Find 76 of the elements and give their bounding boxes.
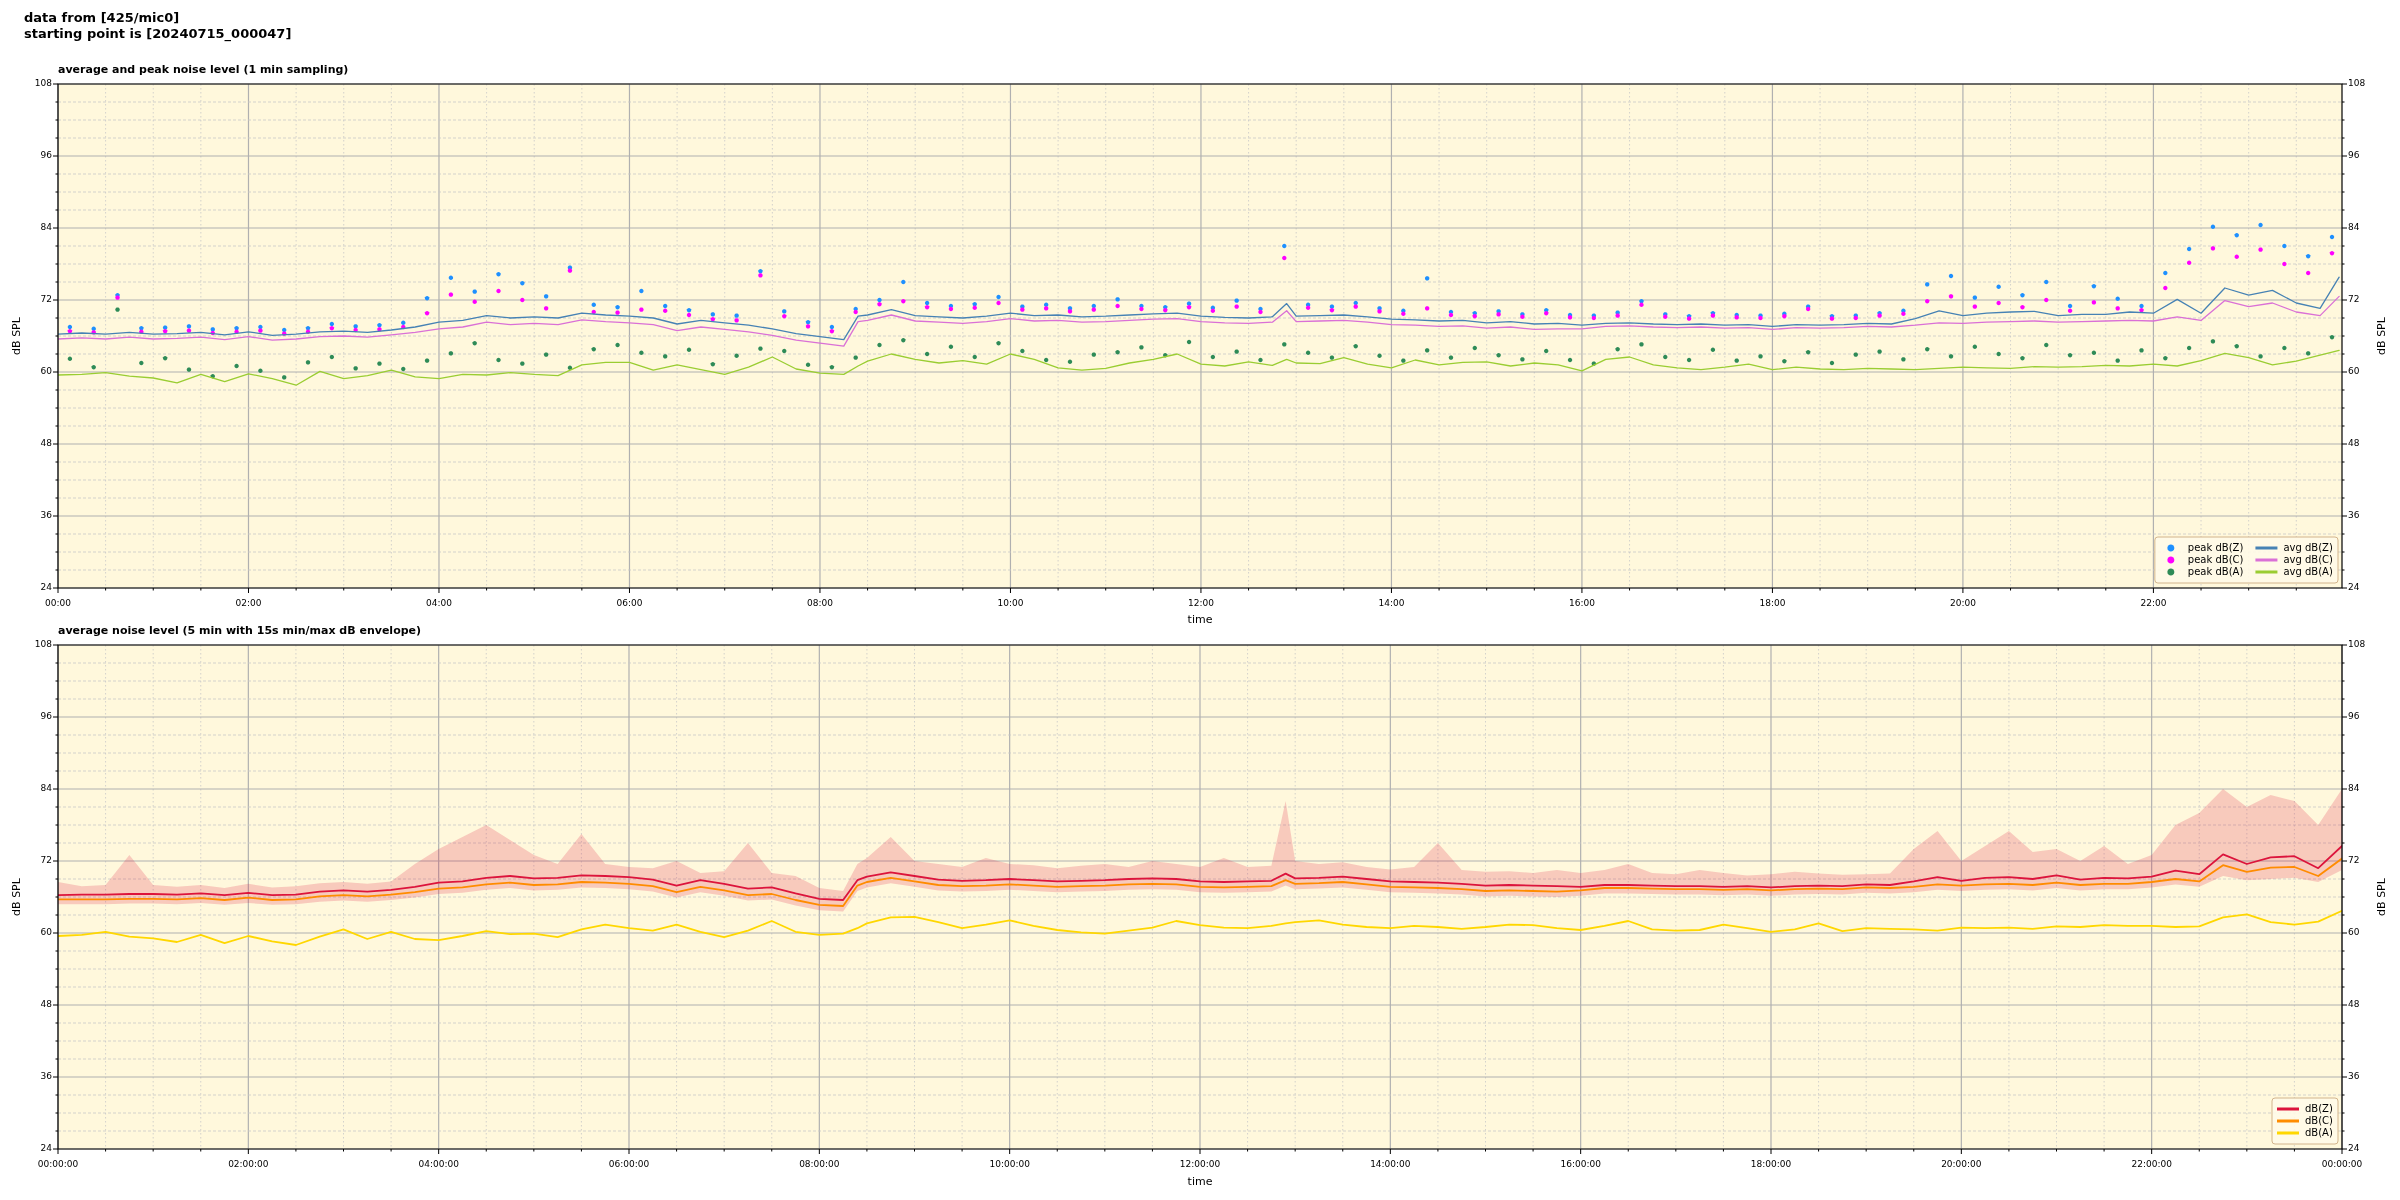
x-tick-label: 04:00:00 [418,1158,460,1169]
x-axis-title: time [1187,613,1213,627]
y-tick-label: 24 [40,1143,53,1154]
x-tick-label: 22:00 [2140,597,2167,608]
y2-tick-label: 48 [2348,999,2360,1010]
y2-tick-label: 24 [2348,582,2360,593]
x-axis-title: time [1187,1175,1213,1189]
y-tick-label: 48 [40,999,53,1010]
legend-label: peak dB(C) [2187,553,2244,565]
legend-label: peak dB(Z) [2187,541,2244,553]
y-tick-label: 72 [40,294,52,305]
x-tick-label: 20:00:00 [1941,1158,1982,1169]
x-tick-label: 18:00 [1759,597,1786,608]
x-tick-label: 00:00:00 [2321,1158,2363,1169]
y-axis-title: dB SPL [10,877,24,916]
x-tick-label: 02:00:00 [228,1158,269,1169]
legend-label: dB(C) [2305,1114,2334,1126]
text: starting point is [20240715_000047] [24,26,292,42]
x-tick-label: 14:00:00 [1370,1158,1411,1169]
x-tick-label: 00:00 [45,597,72,608]
y2-tick-label: 60 [2348,927,2360,938]
legend-label: peak dB(A) [2187,565,2244,577]
legend-label: avg dB(Z) [2283,541,2333,553]
y-tick-label: 108 [34,78,53,89]
y2-axis-title: dB SPL [2375,316,2389,355]
chart-title: average and peak noise level (1 min sampling) [58,63,349,76]
x-tick-label: 08:00 [807,597,834,608]
x-tick-label: 16:00 [1568,597,1596,608]
x-tick-label: 16:00:00 [1560,1158,1602,1169]
y2-tick-label: 84 [2348,222,2360,233]
legend-label: avg dB(A) [2283,565,2333,577]
x-tick-label: 00:00:00 [37,1158,79,1169]
x-tick-label: 12:00 [1187,597,1215,608]
x-tick-label: 20:00 [1949,597,1977,608]
x-tick-label: 22:00:00 [2131,1158,2173,1169]
y2-tick-label: 72 [2348,294,2360,305]
y-tick-label: 96 [40,711,53,722]
y2-tick-label: 36 [2348,510,2360,521]
y-tick-label: 72 [40,855,52,866]
y2-tick-label: 72 [2348,855,2360,866]
y-tick-label: 96 [40,150,53,161]
x-tick-label: 10:00 [997,597,1024,608]
y2-axis-title: dB SPL [2375,877,2389,916]
legend-label: avg dB(C) [2283,553,2334,565]
x-tick-label: 10:00:00 [989,1158,1031,1169]
y-tick-label: 108 [34,639,53,650]
x-tick-label: 02:00 [235,597,262,608]
y-tick-label: 36 [40,510,53,521]
legend-label: dB(A) [2305,1126,2333,1138]
x-tick-label: 06:00 [616,597,643,608]
y-tick-label: 24 [40,582,53,593]
text: data from [425/mic0] [24,10,181,26]
y-tick-label: 60 [40,927,53,938]
x-tick-label: 08:00:00 [799,1158,840,1169]
y2-tick-label: 84 [2348,783,2360,794]
y2-tick-label: 108 [2348,639,2366,650]
y-tick-label: 84 [40,222,53,233]
y2-tick-label: 48 [2348,438,2360,449]
y2-tick-label: 108 [2348,78,2366,89]
y-axis-title: dB SPL [10,316,24,355]
legend-label: dB(Z) [2305,1102,2333,1114]
x-tick-label: 04:00 [426,597,453,608]
y-tick-label: 60 [40,366,53,377]
y-tick-label: 36 [40,1071,53,1082]
y2-tick-label: 60 [2348,366,2360,377]
y2-tick-label: 96 [2348,711,2360,722]
x-tick-label: 06:00:00 [608,1158,650,1169]
y-tick-label: 48 [40,438,53,449]
x-tick-label: 12:00:00 [1179,1158,1221,1169]
x-tick-label: 18:00:00 [1750,1158,1792,1169]
x-tick-label: 14:00 [1378,597,1405,608]
y2-tick-label: 96 [2348,150,2360,161]
y-tick-label: 84 [40,783,53,794]
y2-tick-label: 24 [2348,1143,2360,1154]
chart-title: average noise level (5 min with 15s min/max dB envelope) [58,624,422,637]
y2-tick-label: 36 [2348,1071,2360,1082]
